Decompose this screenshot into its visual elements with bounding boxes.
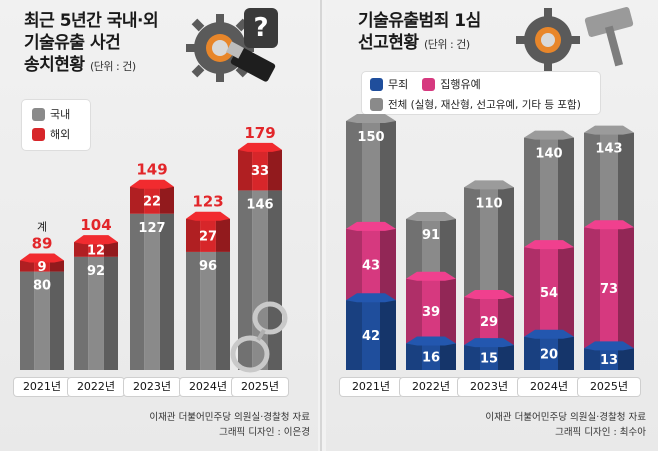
- data-label-total: 110: [475, 196, 502, 211]
- left-legend: 국내 해외: [22, 100, 90, 150]
- legend-swatch-probation: [422, 77, 436, 91]
- x-tick-label: 2023년: [124, 378, 180, 396]
- panel-divider: [320, 0, 322, 451]
- data-label-overseas: 22: [143, 194, 161, 209]
- legend-item-overseas: 해외: [32, 124, 90, 144]
- x-tick-label: 2021년: [340, 378, 402, 396]
- legend-swatch-overseas: [32, 127, 45, 141]
- right-legend: 무죄 집행유예 전체 (실형, 재산형, 선고유예, 기타 등 포함): [362, 72, 600, 114]
- bar-acquittal: [406, 336, 456, 370]
- left-chart-title: 최근 5년간 국내·외 기술유출 사건 송치현황 (단위 : 건): [24, 10, 159, 78]
- left-unit: (단위 : 건): [89, 60, 136, 73]
- left-title-line3: 송치현황 (단위 : 건): [24, 55, 136, 75]
- x-tick-label: 2025년: [232, 378, 288, 396]
- left-title-line2: 기술유출 사건: [24, 33, 121, 53]
- bar-domestic: [130, 213, 174, 370]
- x-tick-label: 2024년: [518, 378, 580, 396]
- data-label-total: 149: [136, 161, 167, 179]
- right-source: 이재관 더불어민주당 의원실·경찰청 자료: [485, 412, 646, 423]
- data-label-domestic: 80: [33, 279, 51, 294]
- total-prefix-label: 계: [37, 221, 47, 234]
- right-source-note: 이재관 더불어민주당 의원실·경찰청 자료 그래픽 디자인 : 최수아: [390, 410, 646, 440]
- data-label-domestic: 96: [199, 259, 217, 274]
- legend-label-domestic: 국내: [50, 108, 71, 121]
- right-title-line1: 기술유출범죄 1심: [358, 11, 481, 31]
- legend-item-domestic: 국내: [32, 104, 90, 124]
- bar-acquittal: [346, 293, 396, 370]
- right-chart-title: 기술유출범죄 1심 선고현황 (단위 : 건): [358, 10, 481, 56]
- legend-label-total: 전체 (실형, 재산형, 선고유예, 기타 등 포함): [388, 98, 581, 111]
- data-label-total: 123: [192, 193, 223, 211]
- x-tick-label: 2024년: [180, 378, 236, 396]
- data-label-overseas: 33: [251, 164, 269, 179]
- handcuffs-icon: [230, 301, 288, 373]
- data-label-overseas: 9: [37, 260, 46, 275]
- data-label-probation: 43: [362, 259, 380, 274]
- x-tick-label: 2023년: [458, 378, 520, 396]
- data-label-domestic: 92: [87, 264, 105, 279]
- data-label-total: 104: [80, 216, 111, 234]
- left-credit: 그래픽 디자인 : 이은경: [219, 427, 310, 438]
- right-unit: (단위 : 건): [423, 38, 470, 51]
- bar-probation: [346, 221, 396, 301]
- bar-probation: [406, 271, 456, 344]
- x-tick-label: 2021년: [14, 378, 70, 396]
- bar-domestic: [74, 256, 118, 370]
- bar-acquittal: [584, 341, 634, 370]
- data-label-total: 91: [422, 228, 440, 243]
- bar-overseas: [130, 179, 174, 214]
- right-bar-chart: 150 43 42 91 39 16 110 29 15 140 54 20 143 73 13: [346, 114, 634, 370]
- data-label-acquittal: 20: [540, 347, 558, 362]
- x-tick-label: 2022년: [400, 378, 462, 396]
- bar-acquittal: [464, 338, 514, 370]
- data-label-total: 140: [535, 147, 562, 162]
- legend-label-acquittal: 무죄: [388, 78, 409, 91]
- data-label-total: 179: [244, 124, 275, 142]
- left-source: 이재관 더불어민주당 의원실·경찰청 자료: [149, 412, 310, 423]
- x-tick-label: 2025년: [578, 378, 640, 396]
- data-label-acquittal: 16: [422, 351, 440, 366]
- legend-swatch-acquittal: [370, 77, 383, 91]
- legend-row-1: 무죄 집행유예: [370, 74, 600, 94]
- legend-swatch-domestic: [32, 107, 45, 121]
- left-stacked-bar-chart: 80 9 89 92 12 104 127 22 149 96 27 123 146 33 179 계: [20, 124, 282, 370]
- bar-probation: [524, 240, 574, 337]
- x-tick-label: 2022년: [68, 378, 124, 396]
- data-label-total: 89: [32, 235, 53, 253]
- gear-usb-icon: [186, 14, 276, 82]
- data-label-acquittal: 42: [362, 329, 380, 344]
- bar-overseas: [186, 211, 230, 252]
- data-label-total: 143: [595, 142, 622, 157]
- bar-overseas: [20, 253, 64, 272]
- right-credit: 그래픽 디자인 : 최수아: [555, 427, 646, 438]
- data-label-overseas: 27: [199, 229, 217, 244]
- data-label-total: 150: [357, 130, 384, 145]
- data-label-probation: 39: [422, 305, 440, 320]
- right-title-line2: 선고현황 (단위 : 건): [358, 33, 470, 53]
- data-label-probation: 29: [480, 315, 498, 330]
- legend-label-overseas: 해외: [50, 128, 71, 141]
- bar-overseas: [74, 235, 118, 257]
- bar-probation: [464, 289, 514, 346]
- legend-row-2: 전체 (실형, 재산형, 선고유예, 기타 등 포함): [370, 94, 600, 114]
- bar-domestic: [186, 251, 230, 370]
- legend-swatch-total: [370, 97, 383, 111]
- data-label-domestic: 146: [246, 197, 273, 212]
- data-label-probation: 73: [600, 282, 618, 297]
- data-label-acquittal: 15: [480, 352, 498, 367]
- bar-probation: [584, 220, 634, 349]
- bar-acquittal: [524, 329, 574, 370]
- data-label-acquittal: 13: [600, 353, 618, 368]
- legend-label-probation: 집행유예: [440, 78, 481, 91]
- bar-overseas: [238, 142, 282, 191]
- data-label-overseas: 12: [87, 243, 105, 258]
- bar-domestic: [20, 271, 64, 370]
- data-label-domestic: 127: [138, 221, 165, 236]
- question-mark-icon: ?: [244, 8, 278, 48]
- gear-gavel-icon: [516, 7, 634, 72]
- data-label-probation: 54: [540, 286, 558, 301]
- left-title-line1: 최근 5년간 국내·외: [24, 11, 159, 31]
- left-source-note: 이재관 더불어민주당 의원실·경찰청 자료 그래픽 디자인 : 이은경: [60, 410, 310, 440]
